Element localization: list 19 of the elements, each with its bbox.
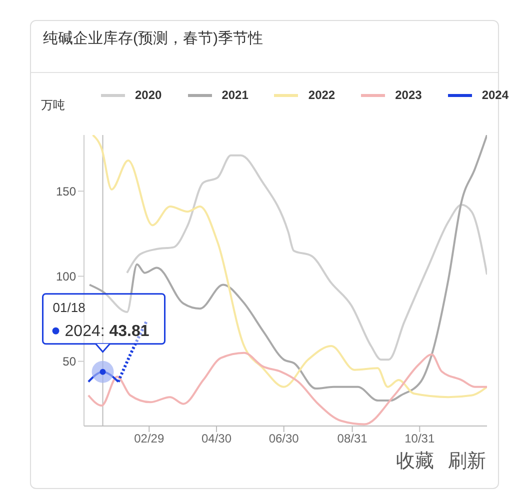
legend-label: 2022 — [308, 88, 336, 102]
x-tick-label: 02/29 — [134, 432, 164, 446]
y-tick-label: 50 — [62, 354, 76, 369]
x-tick-label: 10/31 — [404, 432, 435, 446]
y-tick-label: 100 — [56, 270, 76, 284]
y-tick-label: 150 — [56, 184, 76, 198]
text: 收藏 — [396, 450, 434, 474]
legend-label: 2020 — [135, 88, 162, 102]
x-tick-label: 06/30 — [268, 432, 300, 446]
line-series — [87, 352, 487, 426]
legend-label: 2023 — [395, 88, 422, 102]
annotation: 01/18 2024: 43.81 — [52, 300, 150, 340]
chart-title: 纯碱企业库存(预测，春节)季节性 — [31, 21, 498, 73]
legend-label: 2021 — [222, 88, 248, 102]
x-tick-label: 04/30 — [201, 432, 232, 446]
y-axis-title: 万吨 — [41, 97, 65, 114]
text: 刷新 — [448, 450, 486, 474]
legend-label: 2024 — [482, 88, 509, 102]
x-tick-label: 08/31 — [337, 432, 368, 446]
